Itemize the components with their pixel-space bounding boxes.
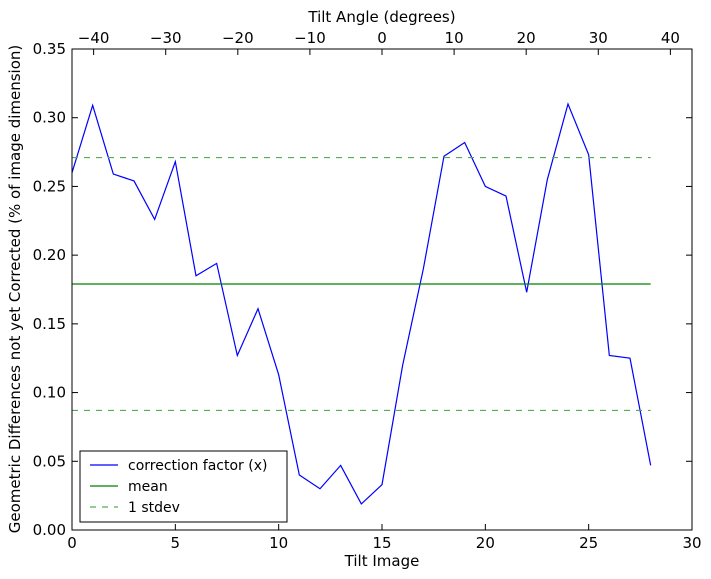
plot-lines — [71, 102, 652, 505]
top-axis-title: Tilt Angle (degrees) — [307, 8, 455, 26]
x-tick-label: 10 — [269, 534, 288, 552]
x-tick-label: 30 — [682, 534, 701, 552]
y-tick-label: 0.10 — [33, 384, 66, 402]
legend-label: mean — [128, 479, 168, 495]
x-tick-label: 20 — [476, 534, 495, 552]
x-tick-label: 15 — [372, 534, 391, 552]
plot-frame — [71, 48, 693, 531]
top-tick-label: −20 — [222, 29, 254, 47]
y-tick-label: 0.25 — [33, 177, 66, 195]
legend-label: correction factor (x) — [128, 458, 267, 474]
top-tick-label: 10 — [445, 29, 464, 47]
legend-label: 1 stdev — [128, 500, 180, 516]
top-tick-label: −10 — [294, 29, 326, 47]
top-tick-label: 20 — [517, 29, 536, 47]
top-tick-label: −30 — [150, 29, 182, 47]
x-tick-label: 0 — [67, 534, 77, 552]
x-tick-label: 25 — [579, 534, 598, 552]
top-tick-label: 30 — [589, 29, 608, 47]
y-tick-label: 0.05 — [33, 452, 66, 470]
y-tick-label: 0.00 — [33, 521, 66, 539]
series-line-correction-factor-x- — [71, 102, 652, 505]
y-tick-label: 0.20 — [33, 246, 66, 264]
y-tick-label: 0.30 — [33, 109, 66, 127]
x-tick-label: 5 — [171, 534, 181, 552]
legend: correction factor (x) mean 1 stdev — [79, 450, 288, 523]
tick-labels: 0 5 10 15 20 25 30 0.00 0.05 0.10 0.15 0.20 0.25 0.30… — [33, 29, 702, 552]
top-tick-label: 0 — [377, 29, 387, 47]
top-tick-label: 40 — [661, 29, 680, 47]
top-tick-label: −40 — [78, 29, 110, 47]
y-tick-label: 0.15 — [33, 315, 66, 333]
x-axis-title: Tilt Image — [344, 552, 420, 570]
y-axis-title: Geometric Differences not yet Corrected … — [6, 45, 24, 534]
y-tick-label: 0.35 — [33, 40, 66, 58]
